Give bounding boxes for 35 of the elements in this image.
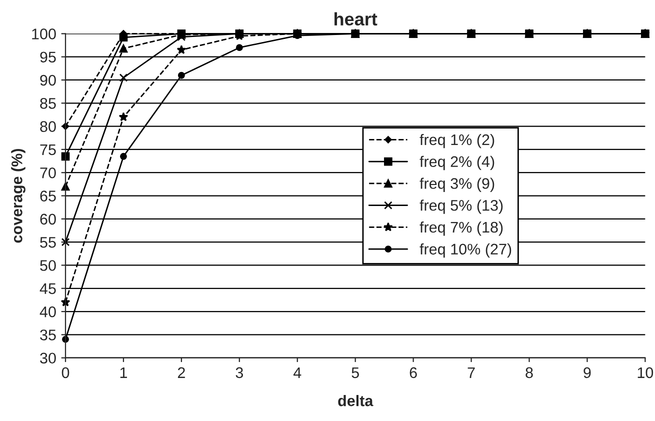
y-tick-label: 70 (40, 167, 56, 178)
legend-label: freq 10% (27) (420, 243, 512, 258)
y-tick-label: 85 (40, 98, 56, 109)
x-tick-label: 8 (526, 367, 533, 378)
y-tick-label: 50 (40, 260, 56, 271)
y-tick-label: 100 (32, 28, 56, 40)
x-tick-label: 9 (584, 367, 591, 378)
x-tick-label: 3 (236, 367, 243, 378)
legend-label: freq 3% (9) (420, 178, 494, 192)
y-tick-label: 30 (40, 352, 56, 364)
y-tick-label: 55 (40, 237, 56, 248)
y-tick-label: 90 (40, 74, 56, 86)
y-tick-label: 60 (40, 214, 56, 225)
x-tick-label: 2 (178, 367, 185, 378)
legend-label: freq 2% (4) (420, 156, 494, 170)
x-tick-label: 7 (468, 367, 475, 378)
y-tick-label: 35 (40, 330, 56, 340)
legend-label: freq 7% (18) (420, 221, 503, 236)
legend-label: freq 1% (2) (420, 134, 494, 148)
chart-title: heart (334, 12, 378, 26)
y-axis-title: coverage (%) (11, 148, 26, 243)
x-tick-label: 1 (120, 367, 127, 378)
y-tick-label: 80 (40, 121, 56, 132)
x-tick-label: 10 (638, 367, 654, 378)
x-tick-label: 0 (62, 367, 70, 378)
x-axis-title: delta (338, 395, 374, 406)
x-tick-label: 5 (352, 367, 359, 378)
legend-label: freq 5% (13) (420, 200, 503, 214)
y-tick-label: 65 (40, 190, 56, 202)
y-tick-label: 95 (40, 52, 56, 63)
y-tick-label: 40 (40, 306, 56, 318)
y-tick-label: 45 (40, 283, 56, 294)
x-tick-label: 6 (410, 367, 417, 378)
y-tick-label: 75 (40, 144, 56, 156)
x-tick-label: 4 (293, 367, 302, 378)
